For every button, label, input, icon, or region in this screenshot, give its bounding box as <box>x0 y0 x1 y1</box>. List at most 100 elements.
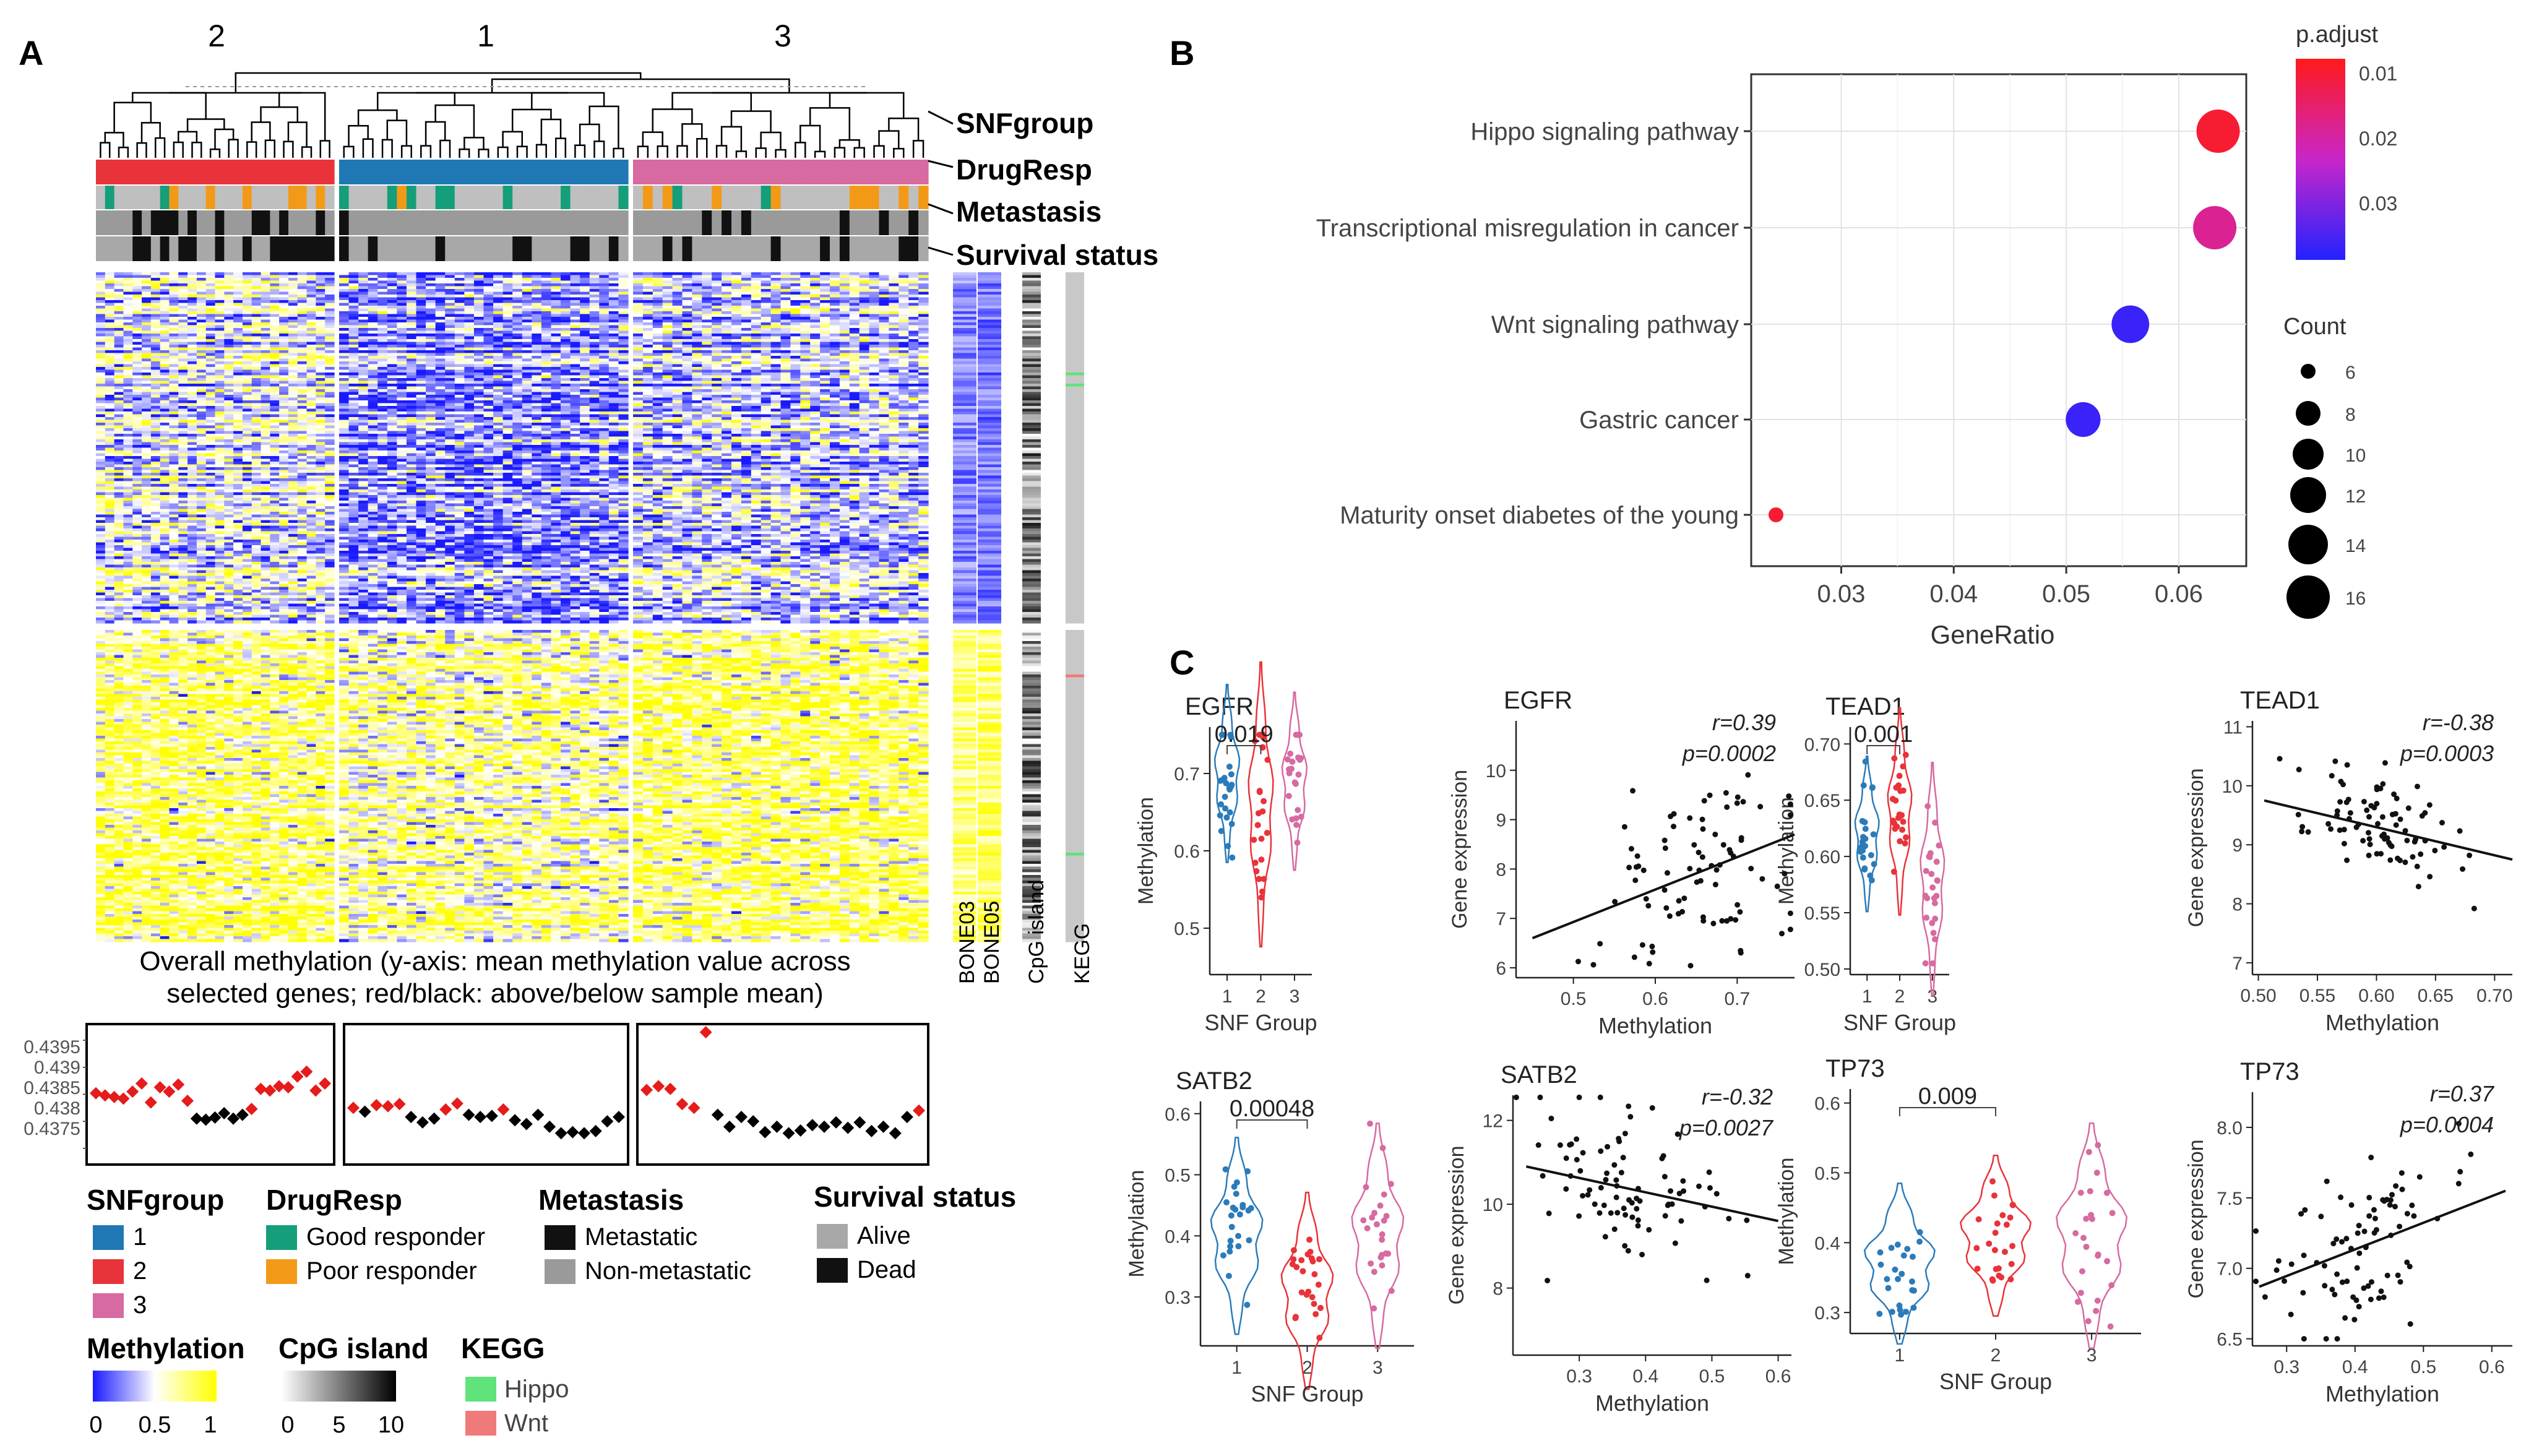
heatmap-cell <box>673 278 683 281</box>
heatmap-cell <box>551 406 561 409</box>
heatmap-cell <box>761 306 772 309</box>
heatmap-cell <box>503 314 513 317</box>
heatmap-cell <box>761 320 772 323</box>
heatmap-cell <box>132 348 142 351</box>
heatmap-cell <box>349 328 359 331</box>
heatmap-cell <box>445 345 455 348</box>
heatmap-cell <box>261 370 270 373</box>
heatmap-cell <box>869 292 880 295</box>
snf-track-cell <box>532 160 541 184</box>
heatmap-cell <box>869 411 880 415</box>
heatmap-cell <box>771 392 782 395</box>
heatmap-cell <box>261 334 270 337</box>
heatmap-cell <box>325 415 334 418</box>
heatmap-cell <box>397 272 407 275</box>
heatmap-cell <box>712 281 722 284</box>
heatmap-cell <box>653 314 663 317</box>
heatmap-cell <box>571 275 580 278</box>
heatmap-cell <box>114 309 124 312</box>
heatmap-cell <box>908 356 919 359</box>
heatmap-cell <box>830 395 840 398</box>
heatmap-cell <box>712 398 722 401</box>
heatmap-cell <box>771 309 782 312</box>
heatmap-cell <box>618 406 628 409</box>
snf-track-cell <box>123 160 132 184</box>
heatmap-cell <box>692 361 702 364</box>
snf-track-cell <box>781 160 791 184</box>
heatmap-cell <box>731 373 742 376</box>
heatmap-cell <box>387 281 397 284</box>
heatmap-cell <box>96 331 105 334</box>
heatmap-cell <box>436 292 446 295</box>
heatmap-cell <box>114 373 124 376</box>
heatmap-cell <box>397 328 407 331</box>
heatmap-cell <box>908 400 919 403</box>
heatmap-cell <box>151 392 160 395</box>
heatmap-cell <box>288 409 298 412</box>
heatmap-cell <box>397 376 407 379</box>
heatmap-cell <box>899 356 909 359</box>
heatmap-cell <box>820 320 830 323</box>
heatmap-cell <box>860 389 870 392</box>
heatmap-cell <box>830 415 840 418</box>
heatmap-cell <box>316 353 325 356</box>
heatmap-cell <box>96 322 105 325</box>
heatmap-cell <box>599 409 609 412</box>
heatmap-cell <box>522 364 532 368</box>
heatmap-cell <box>298 381 307 384</box>
heatmap-cell <box>850 406 860 409</box>
heatmap-cell <box>702 309 712 312</box>
heatmap-cell <box>781 317 791 320</box>
heatmap-cell <box>781 283 791 286</box>
heatmap-cell <box>349 376 359 379</box>
heatmap-cell <box>160 334 170 337</box>
heatmap-cell <box>474 411 484 415</box>
heatmap-cell <box>571 403 580 407</box>
drugresp-track-cell <box>261 186 270 209</box>
heatmap-cell <box>426 350 436 353</box>
survival-track-cell <box>918 236 929 261</box>
heatmap-cell <box>233 331 243 334</box>
heatmap-cell <box>663 348 673 351</box>
survival-track-cell <box>206 236 215 261</box>
heatmap-cell <box>279 367 288 370</box>
dendrogram-branch <box>722 127 741 152</box>
heatmap-cell <box>561 376 571 379</box>
heatmap-cell <box>105 350 114 353</box>
heatmap-cell <box>771 364 782 368</box>
heatmap-cell <box>810 300 821 303</box>
heatmap-cell <box>368 417 378 420</box>
heatmap-cell <box>908 320 919 323</box>
heatmap-cell <box>123 292 132 295</box>
heatmap-cell <box>908 337 919 340</box>
heatmap-cell <box>512 411 522 415</box>
heatmap-cell <box>387 364 397 368</box>
heatmap-cell <box>761 417 772 420</box>
heatmap-cell <box>860 373 870 376</box>
heatmap-cell <box>349 306 359 309</box>
heatmap-cell <box>160 348 170 351</box>
metastasis-track-cell <box>653 210 663 235</box>
heatmap-cell <box>339 359 349 362</box>
heatmap-cell <box>407 337 416 340</box>
heatmap-cell <box>252 348 261 351</box>
heatmap-cell <box>197 295 206 298</box>
heatmap-cell <box>325 364 334 368</box>
heatmap-cell <box>503 367 513 370</box>
heatmap-cell <box>474 361 484 364</box>
heatmap-cell <box>445 272 455 275</box>
heatmap-cell <box>397 275 407 278</box>
heatmap-cell <box>484 286 494 290</box>
heatmap-cell <box>918 364 929 368</box>
heatmap-cell <box>840 342 850 345</box>
heatmap-cell <box>288 334 298 337</box>
heatmap-cell <box>790 353 801 356</box>
heatmap-cell <box>800 309 811 312</box>
heatmap-cell <box>633 417 644 420</box>
heatmap-cell <box>455 339 465 342</box>
heatmap-cell <box>407 370 416 373</box>
heatmap-cell <box>407 275 416 278</box>
heatmap-cell <box>114 339 124 342</box>
heatmap-cell <box>160 370 170 373</box>
heatmap-cell <box>215 361 225 364</box>
